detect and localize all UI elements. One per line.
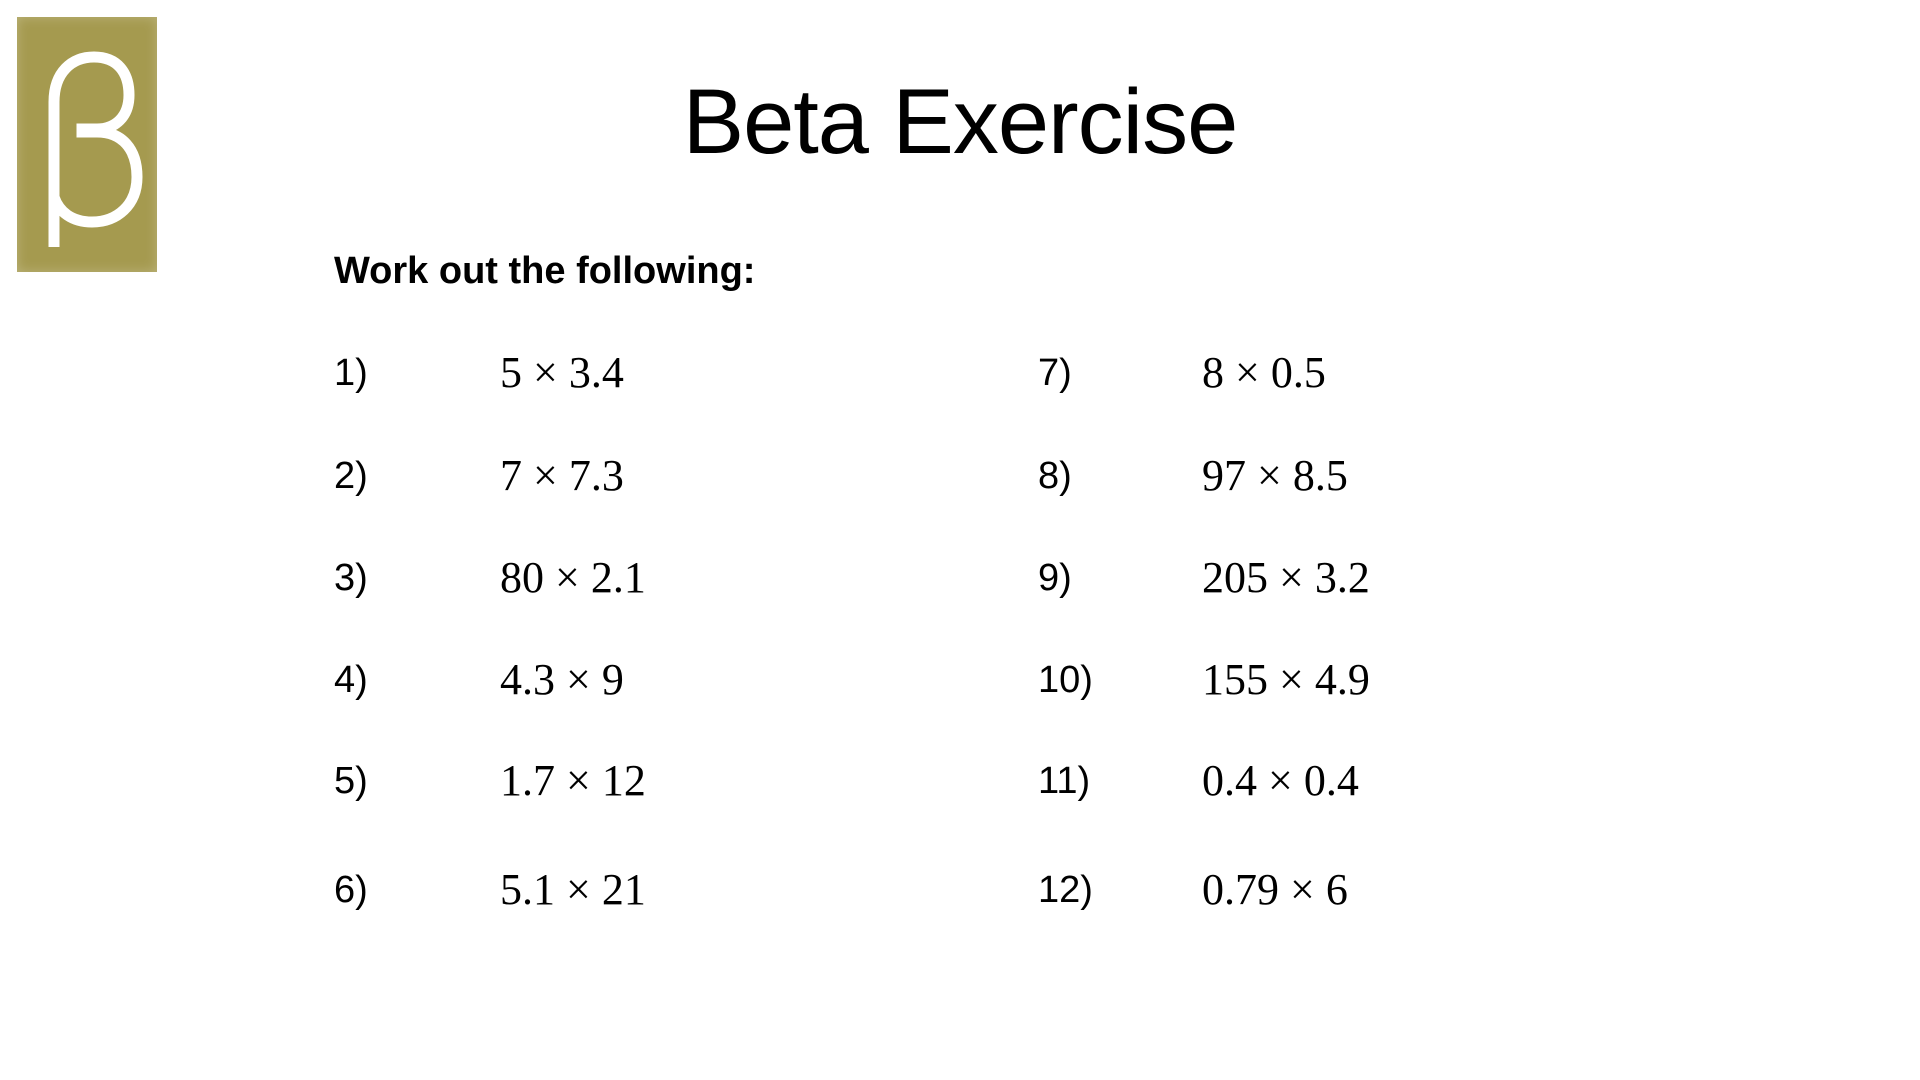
question-number: 2): [334, 455, 368, 497]
question-number: 10): [1038, 659, 1093, 701]
question-number: 7): [1038, 352, 1072, 394]
question-number: 4): [334, 659, 368, 701]
instruction-text: Work out the following:: [334, 250, 756, 292]
question-number: 6): [334, 869, 368, 911]
question-expression: 0.79 × 6: [1202, 865, 1348, 914]
question-expression: 7 × 7.3: [500, 451, 624, 500]
page-title: Beta Exercise: [682, 71, 1239, 173]
question-number: 8): [1038, 455, 1072, 497]
question-expression: 0.4 × 0.4: [1202, 756, 1359, 805]
question-expression: 5.1 × 21: [500, 865, 646, 914]
beta-symbol-icon: [48, 51, 143, 247]
question-expression: 205 × 3.2: [1202, 553, 1370, 602]
question-number: 9): [1038, 557, 1072, 599]
question-expression: 80 × 2.1: [500, 553, 646, 602]
question-expression: 155 × 4.9: [1202, 655, 1370, 704]
question-expression: 97 × 8.5: [1202, 451, 1348, 500]
question-expression: 4.3 × 9: [500, 655, 624, 704]
question-number: 5): [334, 760, 368, 802]
question-number: 11): [1038, 760, 1091, 802]
question-number: 12): [1038, 869, 1093, 911]
question-number: 1): [334, 352, 368, 394]
question-expression: 5 × 3.4: [500, 348, 624, 397]
beta-logo: [17, 17, 157, 272]
question-expression: 8 × 0.5: [1202, 348, 1326, 397]
question-expression: 1.7 × 12: [500, 756, 646, 805]
question-number: 3): [334, 557, 368, 599]
